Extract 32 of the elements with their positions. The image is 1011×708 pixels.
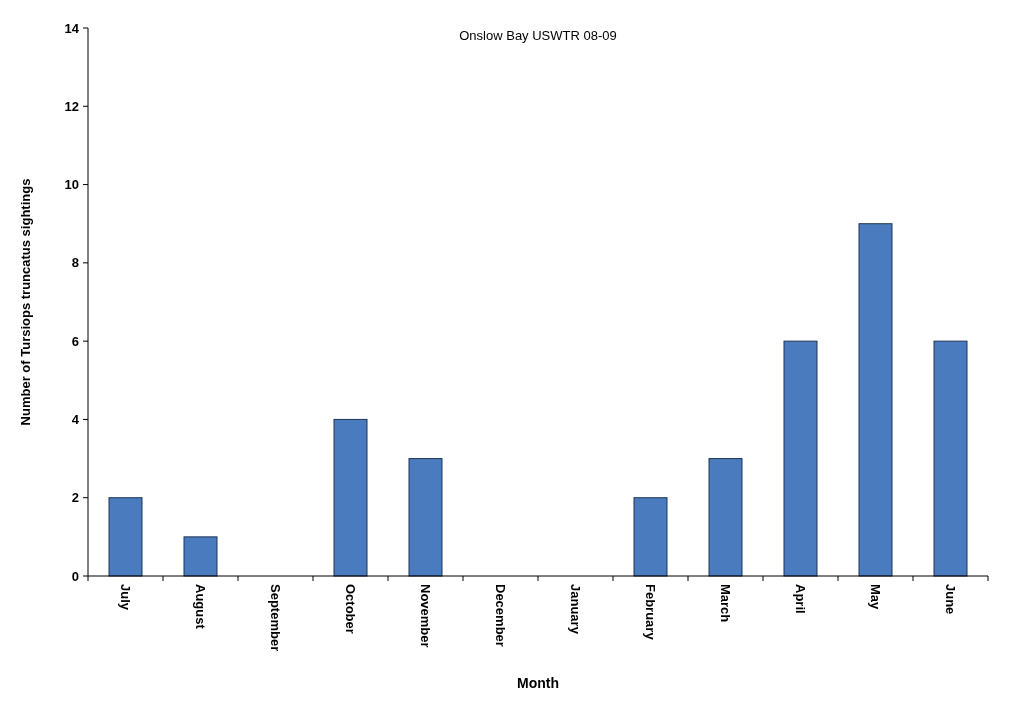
- x-tick-label: December: [492, 584, 508, 647]
- y-tick-label: 4: [71, 411, 80, 427]
- bar: [408, 458, 443, 577]
- bar: [108, 497, 143, 577]
- bar: [333, 418, 368, 577]
- y-axis-title: Number of Tursiops truncatus sightings: [18, 178, 33, 426]
- chart-title: Onslow Bay USWTR 08-09: [459, 28, 617, 43]
- y-tick-label: 8: [71, 255, 79, 271]
- bar: [633, 497, 668, 577]
- x-tick-label: April: [792, 584, 808, 614]
- y-tick-label: 12: [64, 98, 79, 114]
- x-axis-title: Month: [517, 675, 559, 691]
- x-tick-label: February: [642, 584, 658, 641]
- y-tick-label: 10: [64, 177, 79, 193]
- bar: [858, 223, 893, 577]
- y-tick-label: 0: [71, 568, 79, 584]
- bar: [933, 340, 968, 577]
- y-tick-label: 6: [71, 333, 79, 349]
- x-tick-label: June: [942, 584, 958, 615]
- x-tick-label: January: [567, 584, 583, 635]
- x-tick-label: March: [717, 584, 733, 623]
- x-tick-label: October: [342, 584, 358, 634]
- bar: [183, 536, 218, 577]
- x-tick-label: May: [867, 584, 883, 611]
- bar: [783, 340, 818, 577]
- x-tick-label: September: [267, 584, 283, 652]
- x-tick-label: November: [417, 584, 433, 648]
- y-tick-label: 14: [64, 20, 80, 36]
- x-tick-label: August: [192, 584, 208, 630]
- y-tick-label: 2: [71, 490, 79, 506]
- x-tick-label: July: [117, 584, 133, 611]
- bar: [708, 458, 743, 577]
